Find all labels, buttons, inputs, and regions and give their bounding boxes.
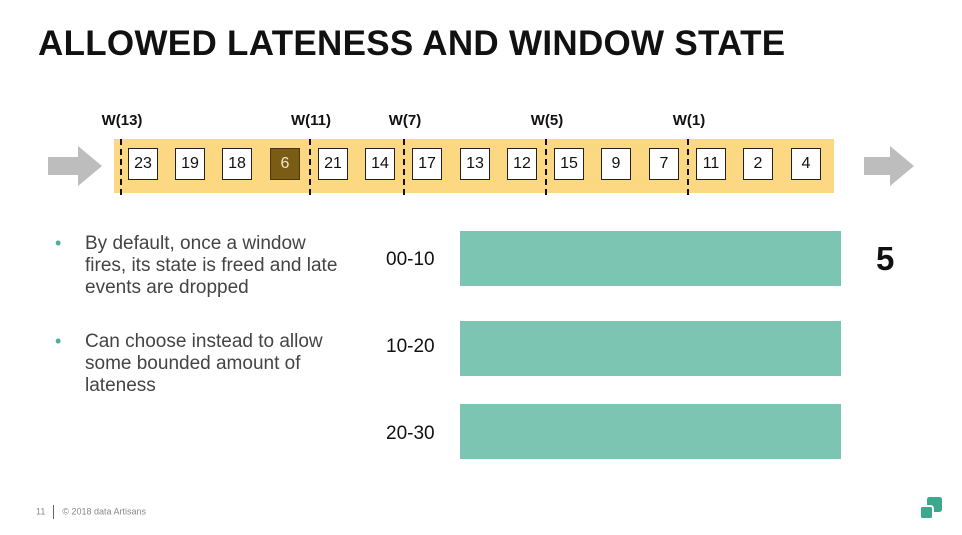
stream-element: 9 [601,148,631,180]
output-arrow-icon [864,146,914,186]
data-artisans-logo-icon [919,497,942,520]
stream-element: 17 [412,148,442,180]
stream-element: 13 [460,148,490,180]
watermark-label: W(13) [101,112,143,129]
footer-divider [53,505,55,519]
stream-element: 14 [365,148,395,180]
stream-element: 19 [175,148,205,180]
bullet-item: • Can choose instead to allow some bound… [55,331,345,397]
stream-element: 21 [318,148,348,180]
stream-element: 2 [743,148,773,180]
page-number: 11 [36,506,46,517]
bullet-list: • By default, once a window fires, its s… [55,233,345,429]
stream-element: 18 [222,148,252,180]
window-label: 20-30 [386,423,435,444]
bullet-text: By default, once a window fires, its sta… [85,233,338,298]
watermark-label: W(7) [388,112,422,129]
window-bar [460,321,841,376]
watermark-marker [687,139,689,195]
stream-element: 7 [649,148,679,180]
stream-element: 12 [507,148,537,180]
watermark-marker [120,139,122,195]
page-title: ALLOWED LATENESS AND WINDOW STATE [38,24,786,63]
stream-element: 11 [696,148,726,180]
window-bar [460,404,841,459]
window-label: 10-20 [386,336,435,357]
watermark-marker [403,139,405,195]
window-bar [460,231,841,286]
window-label: 00-10 [386,249,435,270]
bullet-dot-icon: • [55,233,62,253]
footer: 11 © 2018 data Artisans [36,505,146,519]
stream-element: 15 [554,148,584,180]
bullet-item: • By default, once a window fires, its s… [55,233,345,299]
bullet-text: Can choose instead to allow some bounded… [85,331,323,396]
copyright: © 2018 data Artisans [62,506,147,517]
window-count: 5 [876,240,895,277]
stream-element: 23 [128,148,158,180]
bullet-dot-icon: • [55,331,62,351]
stream-element: 4 [791,148,821,180]
late-stream-element: 6 [270,148,300,180]
input-arrow-icon [48,146,102,186]
watermark-marker [545,139,547,195]
watermark-label: W(1) [672,112,706,129]
watermark-marker [309,139,311,195]
watermark-label: W(5) [530,112,564,129]
watermark-label: W(11) [290,112,331,129]
